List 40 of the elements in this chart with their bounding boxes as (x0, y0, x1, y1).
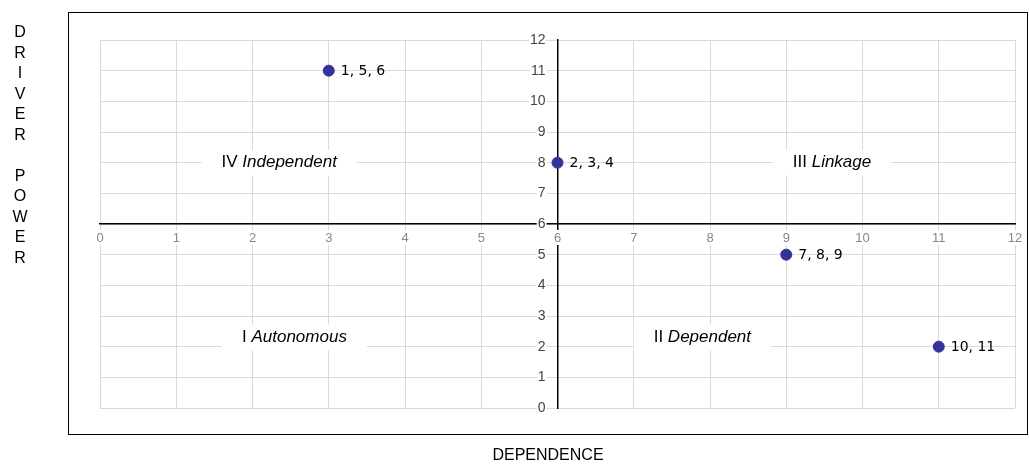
x-tick-label: 4 (401, 229, 409, 245)
text: DRIVER POWER (12, 23, 28, 266)
x-axis-title: DEPENDENCE (491, 446, 605, 464)
y-tick-label: 0 (537, 398, 546, 415)
x-tick-label: 10 (855, 229, 870, 245)
x-tick-label: 1 (172, 229, 180, 245)
x-tick-label: 11 (932, 229, 946, 245)
x-tick-label: 8 (706, 229, 714, 245)
y-tick-label: 3 (537, 306, 546, 323)
y-tick-label: 8 (537, 153, 546, 170)
y-tick-label: 11 (530, 61, 546, 78)
y-tick-label: 10 (529, 92, 546, 109)
annotation: 7, 8, 9 (798, 246, 843, 263)
y-tick-label: 12 (529, 30, 546, 47)
x-tick-label: 5 (477, 229, 485, 245)
y-tick-label: 6 (537, 214, 546, 231)
x-tick-label: 0 (96, 229, 104, 245)
point (322, 64, 335, 77)
annotation: IV Independent (221, 152, 339, 172)
annotation: 10, 11 (950, 338, 996, 355)
y-tick-label: 5 (537, 245, 546, 262)
y-tick-label: 1 (537, 368, 546, 385)
x-tick-label: 7 (630, 229, 638, 245)
y-tick-label: 4 (537, 276, 546, 293)
y-tick-label: 7 (537, 184, 546, 201)
x-tick-label: 2 (248, 229, 257, 245)
annotation: III Linkage (792, 152, 872, 172)
x-tick-label: 12 (1007, 229, 1023, 245)
y-tick-label: 2 (537, 337, 546, 354)
annotation: II Dependent (653, 327, 753, 347)
annotation: 1, 5, 6 (340, 62, 386, 79)
x-tick-label: 6 (553, 229, 562, 245)
point (780, 248, 793, 261)
point (932, 340, 945, 353)
x-tick-label: 3 (325, 229, 333, 245)
annotation: 2, 3, 4 (569, 154, 615, 171)
y-tick-label: 9 (537, 122, 546, 139)
annotation: I Autonomous (241, 327, 348, 347)
x-tick-label: 9 (782, 229, 790, 245)
point (551, 156, 564, 169)
